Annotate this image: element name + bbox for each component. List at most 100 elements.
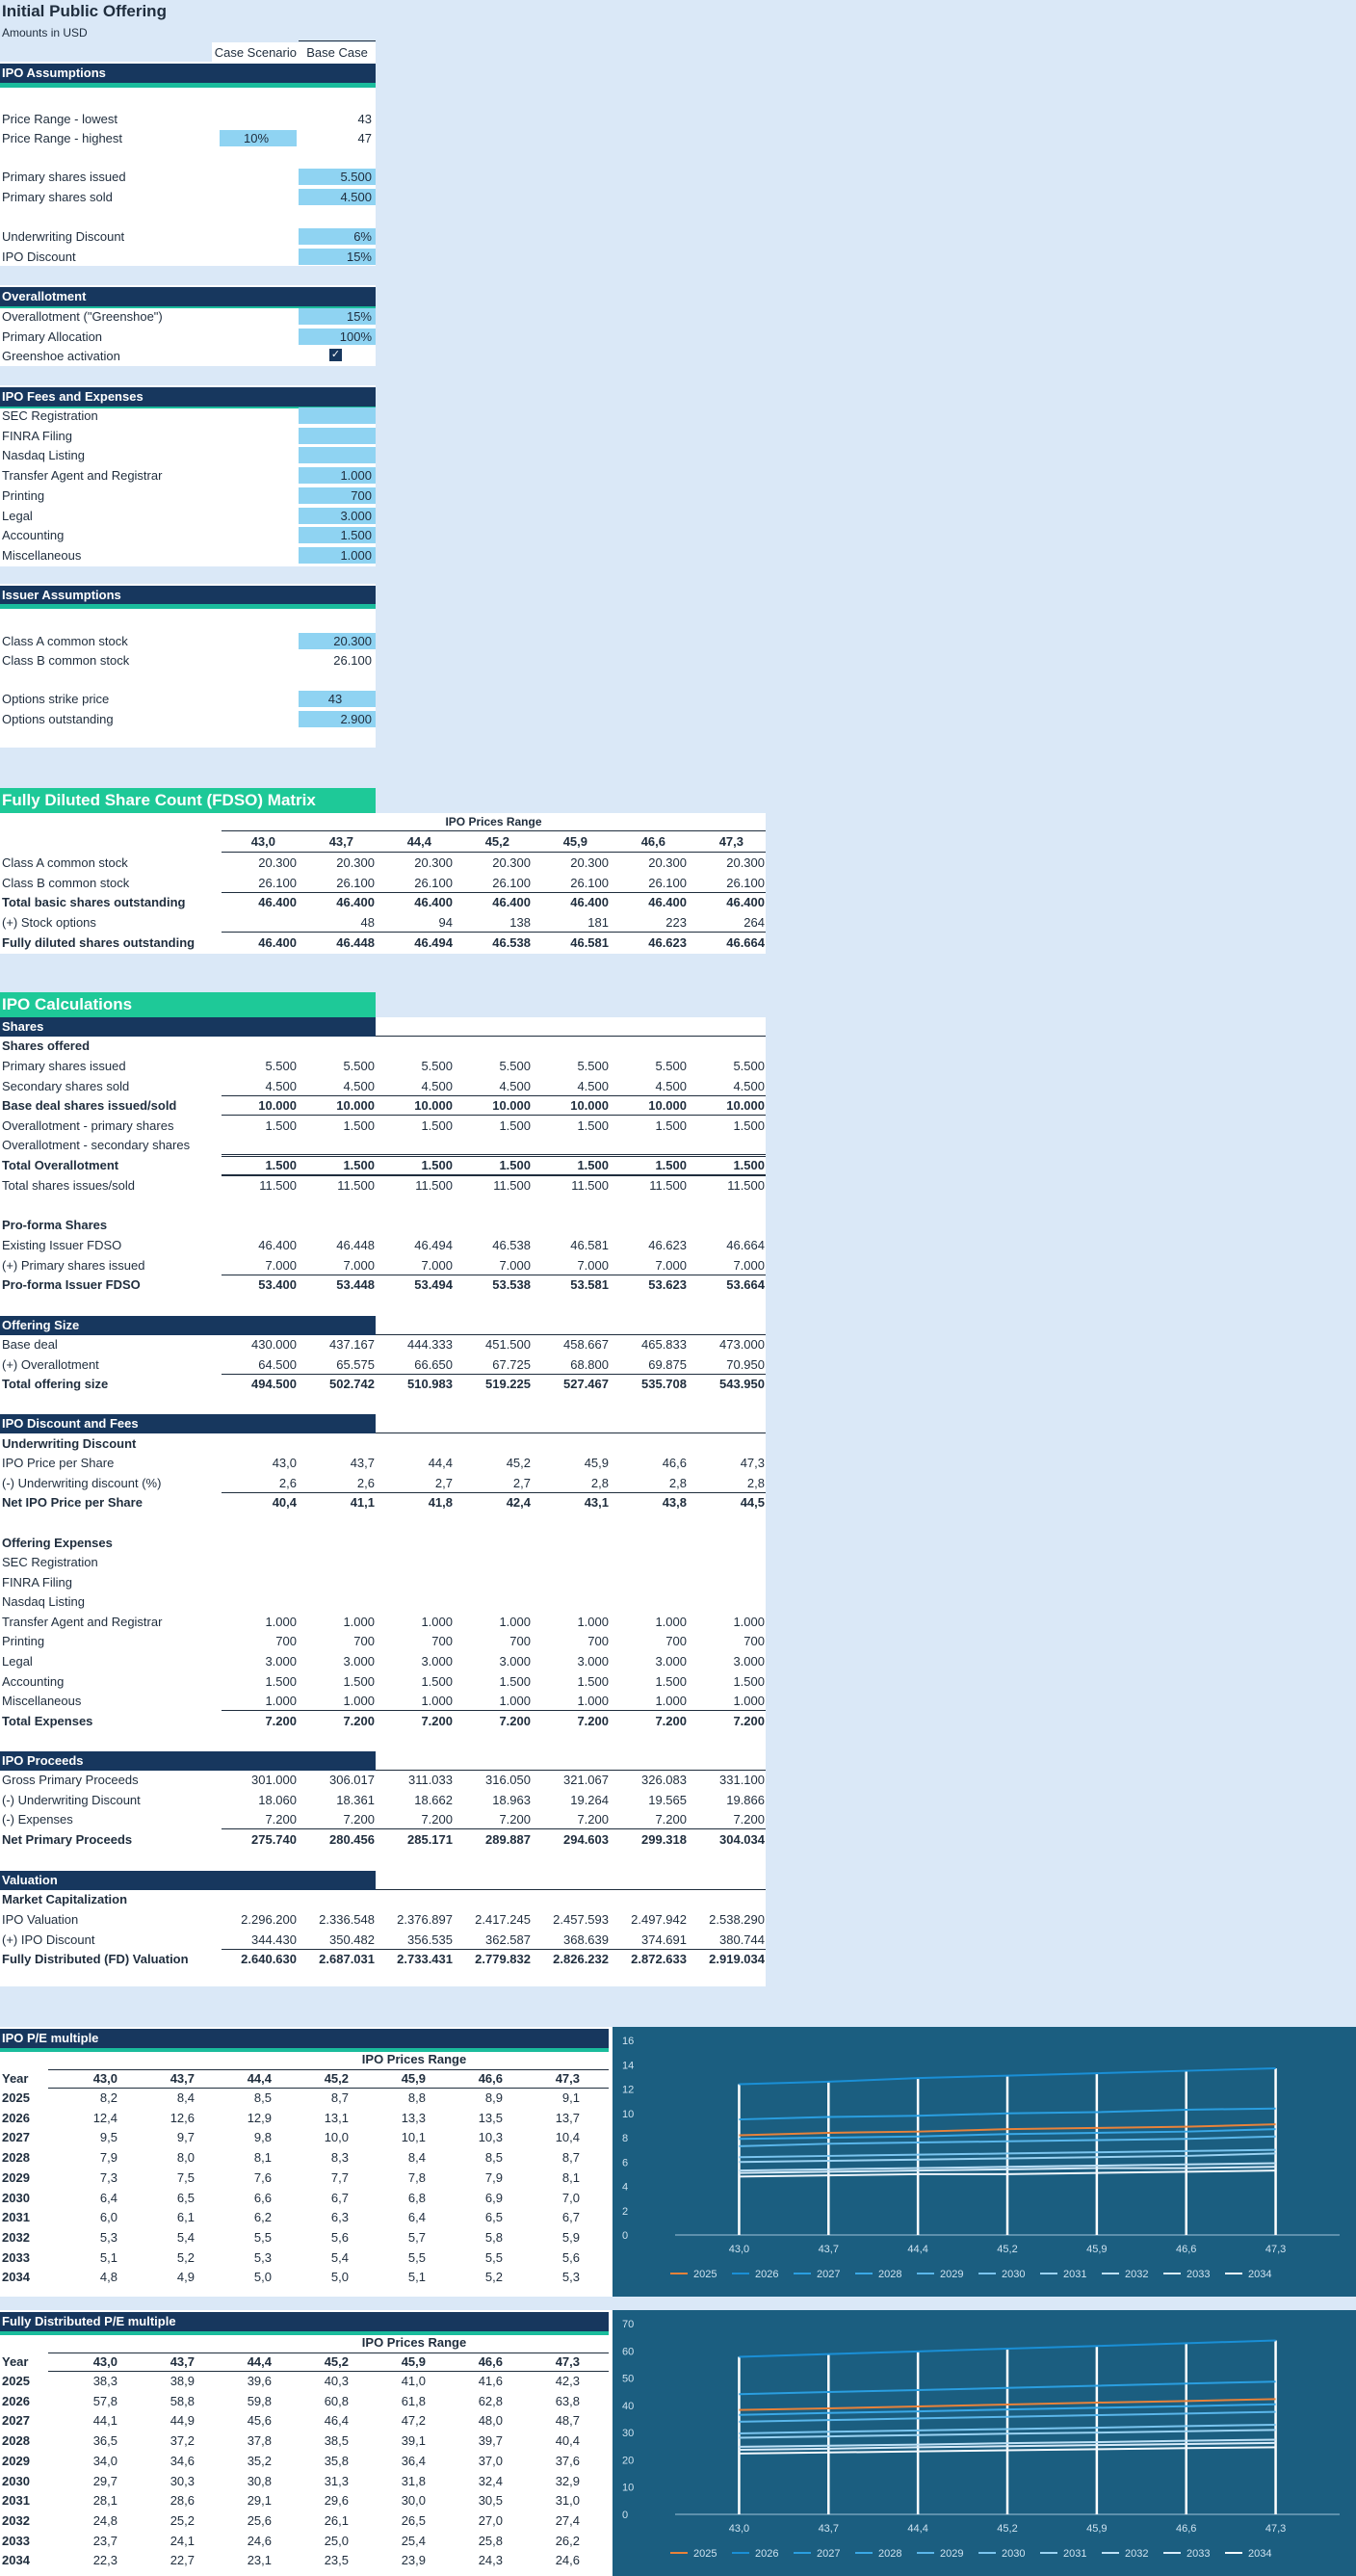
fdso-panel [0, 813, 766, 954]
cell-value: 9,5 [99, 2130, 117, 2145]
fee-input[interactable]: 1.000 [299, 546, 376, 564]
cell-value: 380.744 [719, 1932, 765, 1947]
greenshoe-activation-label: Greenshoe activation [2, 349, 120, 363]
greenshoe-activation-checkbox[interactable]: ✓ [329, 349, 342, 361]
cell-value: 26,5 [401, 2512, 426, 2528]
legend-label: 2025 [693, 2269, 717, 2280]
fee-input[interactable]: 700 [299, 486, 376, 504]
fee-input[interactable]: 3.000 [299, 507, 376, 524]
fdpe-table-range-label: IPO Prices Range [361, 2335, 467, 2350]
price-header: 45,2 [324, 2354, 349, 2369]
cell-value: 7.200 [733, 1713, 765, 1728]
cell-value: 1.000 [655, 1694, 687, 1709]
cell-value [541, 1136, 609, 1155]
series-line-2034 [739, 2446, 1276, 2455]
cell-value: 23,7 [92, 2533, 117, 2548]
series-line-2031 [739, 2429, 1276, 2439]
cell-value: 700 [353, 1634, 375, 1649]
primary-sold-input[interactable]: 4.500 [299, 189, 376, 205]
cell-value: 10.000 [726, 1098, 765, 1114]
cell-value: 6,5 [484, 2210, 503, 2225]
cell-value: 2.538.290 [709, 1912, 765, 1927]
cell-value: 26,2 [555, 2533, 580, 2548]
cell-value: 7.200 [421, 1713, 453, 1728]
fee-input[interactable] [299, 407, 376, 424]
green-rule [0, 604, 376, 609]
year-cell: 2032 [2, 2229, 30, 2245]
series-line-2026 [739, 2339, 1276, 2358]
cell-value: 46.400 [258, 895, 297, 910]
cell-value: 2.457.593 [553, 1912, 609, 1927]
cell-value: 2.779.832 [475, 1952, 531, 1967]
cell-value: 46.400 [726, 895, 765, 910]
cell-value: 1.500 [421, 1117, 453, 1133]
band-rule [376, 1770, 766, 1771]
fee-input[interactable] [299, 447, 376, 464]
cell-value: 46.623 [648, 934, 687, 950]
cell-value: 5,3 [561, 2270, 580, 2285]
price-high-case-input[interactable]: 10% [220, 130, 297, 146]
cell-value: 37,8 [247, 2433, 272, 2449]
primary-alloc-input[interactable]: 100% [299, 329, 376, 345]
y-tick-label: 8 [622, 2133, 628, 2144]
price-header: 46,6 [640, 834, 665, 849]
cell-value: 6,5 [176, 2190, 195, 2205]
cell-value [541, 1592, 609, 1612]
cell-value: 41,0 [401, 2374, 426, 2388]
cell-value: 40,4 [272, 1495, 297, 1511]
cell-value [697, 1592, 765, 1612]
y-tick-label: 12 [622, 2085, 634, 2096]
fee-input[interactable]: 1.000 [299, 467, 376, 485]
cell-value: 7.200 [577, 1812, 609, 1827]
cell-value: 4.500 [421, 1078, 453, 1093]
cell-value: 1.500 [265, 1673, 297, 1689]
cell-value: 3.000 [499, 1654, 531, 1669]
cell-value: 5,6 [561, 2249, 580, 2265]
fee-label: Printing [2, 487, 45, 503]
cell-value [463, 1136, 531, 1155]
row-label: Nasdaq Listing [2, 1594, 85, 1610]
cell-value: 18.662 [414, 1792, 453, 1807]
cell-value: 18.361 [336, 1792, 375, 1807]
classA-input[interactable]: 20.300 [299, 633, 376, 649]
x-tick-label: 45,2 [997, 2523, 1017, 2535]
cell-value: 3.000 [655, 1654, 687, 1669]
cell-value [385, 1573, 453, 1592]
cell-value: 5,1 [99, 2249, 117, 2265]
cell-value: 44,9 [170, 2413, 195, 2429]
cell-value: 6,8 [407, 2190, 426, 2205]
cell-value: 12,4 [92, 2110, 117, 2125]
cell-value: 4.500 [655, 1078, 687, 1093]
cell-value: 331.100 [719, 1773, 765, 1787]
greenshoe-input[interactable]: 15% [299, 308, 376, 325]
subsection-title: Offering Expenses [2, 1536, 113, 1550]
row-label: Legal [2, 1654, 33, 1669]
cell-value: 1.000 [733, 1694, 765, 1709]
overline [222, 1156, 766, 1157]
ipo-discount-input[interactable]: 15% [299, 249, 376, 265]
row-label: Total offering size [2, 1377, 109, 1392]
cell-value: 1.000 [577, 1614, 609, 1629]
cell-value: 7.000 [343, 1257, 375, 1273]
cell-value: 1.500 [733, 1117, 765, 1133]
cell-value: 20.300 [414, 855, 453, 870]
series-line-2029 [739, 2410, 1276, 2423]
cell-value: 8,9 [484, 2090, 503, 2105]
uw-discount-input[interactable]: 6% [299, 228, 376, 245]
y-tick-label: 16 [622, 2036, 634, 2047]
underline [222, 1828, 766, 1830]
cell-value: 26.100 [726, 875, 765, 890]
fee-input[interactable] [299, 427, 376, 444]
cell-value: 7.000 [265, 1257, 297, 1273]
row-label: Total Overallotment [2, 1158, 119, 1172]
cell-value: 356.535 [407, 1932, 453, 1947]
cell-value: 46.581 [570, 1238, 609, 1252]
strike-input[interactable]: 43 [299, 691, 376, 707]
cell-value: 53.581 [570, 1277, 609, 1293]
fee-input[interactable]: 1.500 [299, 527, 376, 544]
outstanding-input[interactable]: 2.900 [299, 711, 376, 727]
primary-issued-input[interactable]: 5.500 [299, 169, 376, 185]
year-cell: 2027 [2, 2130, 30, 2145]
green-rule [0, 83, 376, 88]
